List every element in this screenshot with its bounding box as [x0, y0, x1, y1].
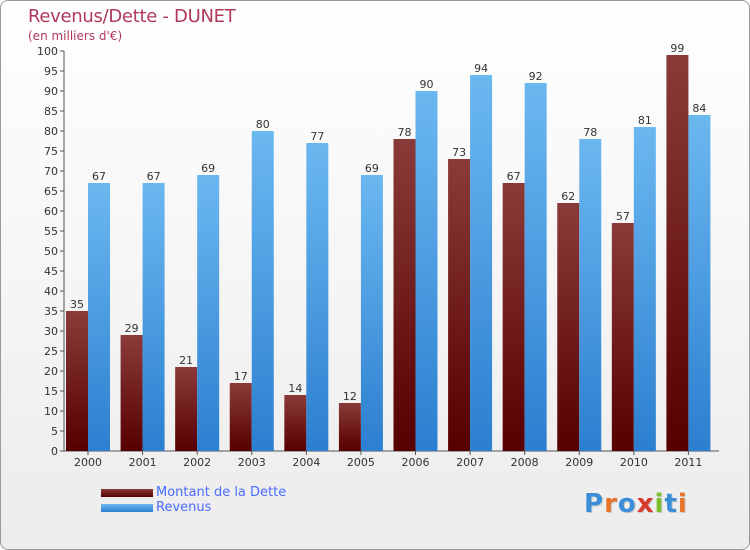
logo-letter: i: [677, 489, 688, 519]
x-tick-label-2001: 2001: [129, 456, 157, 469]
data-label-debt-2002: 21: [179, 354, 193, 367]
y-tick-label: 15: [44, 385, 58, 398]
legend-label-revenue: Revenus: [156, 500, 212, 515]
logo-letter: o: [617, 489, 637, 519]
bar-revenue-2005: [360, 175, 383, 451]
bar-revenue-2003: [251, 131, 274, 451]
bar-debt-2008: [502, 183, 525, 451]
data-label-debt-2010: 57: [616, 210, 630, 223]
data-label-debt-2000: 35: [70, 298, 84, 311]
data-label-debt-2004: 14: [288, 382, 302, 395]
data-label-debt-2011: 99: [670, 42, 684, 55]
logo-letter: r: [604, 489, 618, 519]
bar-debt-2000: [66, 311, 88, 451]
x-tick-label-2004: 2004: [292, 456, 320, 469]
x-tick-label-2000: 2000: [74, 456, 102, 469]
x-tick-label-2002: 2002: [183, 456, 211, 469]
y-tick-label: 40: [44, 285, 58, 298]
data-label-debt-2008: 67: [507, 170, 521, 183]
bar-debt-2005: [338, 403, 361, 451]
bar-debt-2010: [611, 223, 634, 451]
y-tick-label: 45: [44, 265, 58, 278]
x-tick-label-2010: 2010: [620, 456, 648, 469]
bar-debt-2006: [393, 139, 416, 451]
y-tick-label: 70: [44, 165, 58, 178]
bar-revenue-2004: [306, 143, 329, 451]
y-tick-label: 55: [44, 225, 58, 238]
x-tick-label-2008: 2008: [511, 456, 539, 469]
bar-revenue-2007: [470, 75, 493, 451]
data-label-debt-2005: 12: [343, 390, 357, 403]
bar-debt-2004: [284, 395, 307, 451]
chart-axes: 0 5 10 15 20 25 30 35 40 45 50 55 60 65 70 75 80 85 90 95 10…: [37, 45, 719, 469]
bar-revenue-2011: [688, 115, 711, 451]
bar-revenue-2010: [633, 127, 656, 451]
x-tick-label-2007: 2007: [456, 456, 484, 469]
x-tick-label-2006: 2006: [402, 456, 430, 469]
logo-letter: t: [664, 489, 678, 519]
data-label-debt-2006: 78: [398, 126, 412, 139]
data-label-revenue-2009: 78: [583, 126, 597, 139]
data-label-revenue-2000: 67: [92, 170, 106, 183]
y-tick-label: 35: [44, 305, 58, 318]
data-label-revenue-2008: 92: [529, 70, 543, 83]
logo-letter: x: [636, 489, 655, 519]
y-tick-label: 50: [44, 245, 58, 258]
y-tick-label: 65: [44, 185, 58, 198]
y-tick-label: 20: [44, 365, 58, 378]
bar-debt-2002: [175, 367, 198, 451]
data-label-revenue-2011: 84: [692, 102, 706, 115]
x-tick-label-2009: 2009: [565, 456, 593, 469]
bar-revenue-2002: [197, 175, 220, 451]
y-tick-label: 80: [44, 125, 58, 138]
data-label-debt-2007: 73: [452, 146, 466, 159]
y-tick-label: 25: [44, 345, 58, 358]
x-tick-label-2011: 2011: [674, 456, 702, 469]
bar-debt-2003: [229, 383, 252, 451]
bar-revenue-2009: [579, 139, 602, 451]
x-tick-label-2005: 2005: [347, 456, 375, 469]
data-label-revenue-2006: 90: [420, 78, 434, 91]
bar-revenue-2006: [415, 91, 438, 451]
chart-title: Revenus/Dette - DUNET: [28, 6, 236, 27]
bar-revenue-2001: [142, 183, 165, 451]
legend-swatch-revenue: [101, 504, 153, 512]
data-label-debt-2009: 62: [561, 190, 575, 203]
data-label-debt-2001: 29: [125, 322, 139, 335]
data-label-revenue-2004: 77: [310, 130, 324, 143]
y-tick-label: 5: [51, 425, 58, 438]
y-tick-label: 95: [44, 65, 58, 78]
legend-swatch-debt: [101, 489, 153, 497]
y-tick-label: 30: [44, 325, 58, 338]
bar-revenue-2008: [524, 83, 547, 451]
y-tick-label: 85: [44, 105, 58, 118]
data-label-revenue-2010: 81: [638, 114, 652, 127]
data-label-revenue-2007: 94: [474, 62, 488, 75]
data-label-revenue-2005: 69: [365, 162, 379, 175]
bar-debt-2011: [666, 55, 689, 451]
y-tick-label: 60: [44, 205, 58, 218]
data-label-debt-2003: 17: [234, 370, 248, 383]
bar-revenue-2000: [88, 183, 110, 451]
proxiti-logo: Proxiti: [584, 489, 688, 519]
bar-debt-2009: [557, 203, 580, 451]
data-label-revenue-2001: 67: [147, 170, 161, 183]
x-tick-label-2003: 2003: [238, 456, 266, 469]
bar-debt-2007: [448, 159, 471, 451]
data-label-revenue-2002: 69: [201, 162, 215, 175]
chart-bars: 35 67 29 67 21 69 17 80 14 77 12 69 78 90 73 94 67 92 62 78…: [66, 42, 711, 451]
y-tick-label: 100: [37, 45, 58, 58]
bar-debt-2001: [120, 335, 143, 451]
data-label-revenue-2003: 80: [256, 118, 270, 131]
y-tick-label: 90: [44, 85, 58, 98]
chart-subtitle: (en milliers d'€): [28, 29, 123, 43]
legend-label-debt: Montant de la Dette: [156, 485, 287, 500]
logo-letter: i: [654, 489, 665, 519]
y-tick-label: 0: [51, 445, 58, 458]
logo-letter: P: [584, 489, 605, 519]
y-tick-label: 10: [44, 405, 58, 418]
y-tick-label: 75: [44, 145, 58, 158]
